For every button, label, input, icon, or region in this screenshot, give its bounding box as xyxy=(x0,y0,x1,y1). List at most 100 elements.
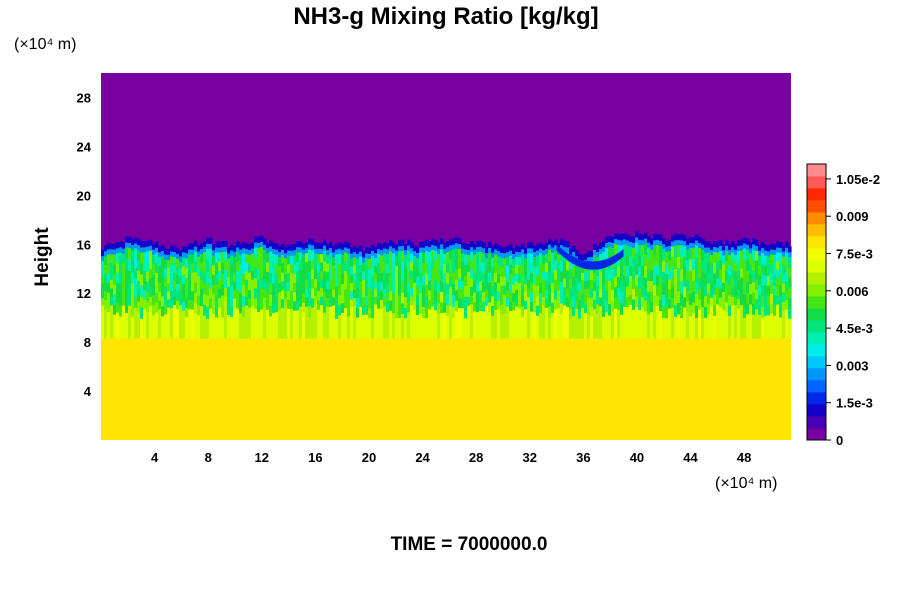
cloud-cell xyxy=(767,275,771,287)
cloud-cell xyxy=(761,296,765,308)
cloud-cell xyxy=(359,273,363,283)
cloud-cell xyxy=(191,272,195,283)
cloud-cell xyxy=(368,258,372,270)
x-tick-label: 44 xyxy=(683,450,698,465)
cloud-cell xyxy=(146,261,150,273)
boundary-rim xyxy=(110,243,114,250)
cloud-cell xyxy=(716,287,720,297)
boundary-edge xyxy=(683,241,687,247)
boundary-rim xyxy=(434,239,438,246)
cloud-cell xyxy=(305,253,309,263)
cloud-cell xyxy=(614,265,618,277)
transition-cell xyxy=(557,308,561,340)
cloud-cell xyxy=(425,295,429,308)
cloud-cell xyxy=(509,274,513,284)
cloud-cell xyxy=(686,260,690,271)
cloud-cell xyxy=(368,268,372,280)
boundary-edge xyxy=(116,248,120,254)
cloud-cell xyxy=(320,271,324,281)
cloud-cell xyxy=(563,296,567,306)
cloud-cell xyxy=(575,293,579,302)
cloud-cell xyxy=(629,256,633,267)
boundary-rim xyxy=(422,241,426,248)
cloud-cell xyxy=(758,255,762,267)
cloud-cell xyxy=(389,261,393,272)
cloud-cell xyxy=(353,273,357,283)
cloud-cell xyxy=(380,264,384,274)
transition-cell xyxy=(125,313,129,340)
transition-cell xyxy=(434,310,438,340)
cloud-cell xyxy=(710,272,714,282)
cloud-cell xyxy=(746,260,750,272)
cloud-cell xyxy=(416,257,420,268)
boundary-rim xyxy=(674,234,678,241)
cloud-cell xyxy=(434,260,438,272)
cloud-cell xyxy=(581,279,585,288)
boundary-edge xyxy=(677,240,681,246)
cloud-cell xyxy=(473,301,477,313)
cloud-cell xyxy=(206,260,210,273)
cloud-cell xyxy=(128,282,132,295)
cloud-cell xyxy=(611,279,615,291)
transition-cell xyxy=(107,312,111,340)
cloud-cell xyxy=(338,263,342,275)
boundary-edge xyxy=(674,240,678,246)
transition-cell xyxy=(158,309,162,340)
cloud-cell xyxy=(350,258,354,268)
boundary-rim xyxy=(272,243,276,250)
cloud-cell xyxy=(419,272,423,284)
boundary-rim xyxy=(371,244,375,251)
y-tick-label: 16 xyxy=(77,237,91,252)
cloud-cell xyxy=(137,260,141,272)
cloud-cell xyxy=(719,250,723,261)
cloud-cell xyxy=(674,292,678,306)
cloud-cell xyxy=(650,301,654,313)
cloud-cell xyxy=(788,277,792,289)
boundary-rim xyxy=(530,242,534,249)
cloud-cell xyxy=(236,280,240,291)
cloud-cell xyxy=(620,280,624,293)
cloud-cell xyxy=(308,305,312,318)
cloud-cell xyxy=(722,291,726,302)
boundary-rim xyxy=(341,243,345,251)
boundary-rim xyxy=(134,237,138,244)
boundary-edge xyxy=(389,246,393,252)
cloud-cell xyxy=(179,297,183,306)
boundary-edge xyxy=(641,240,645,246)
boundary-edge xyxy=(404,250,408,256)
boundary-rim xyxy=(437,242,441,249)
boundary-edge xyxy=(329,247,333,253)
cloud-cell xyxy=(281,299,285,309)
cloud-cell xyxy=(107,263,111,275)
transition-cell xyxy=(410,305,414,340)
cloud-cell xyxy=(773,285,777,297)
cloud-cell xyxy=(164,259,168,270)
cloud-cell xyxy=(743,271,747,284)
cloud-cell xyxy=(551,282,555,294)
transition-cell xyxy=(638,309,642,340)
cloud-cell xyxy=(716,295,720,306)
cloud-cell xyxy=(734,279,738,290)
cloud-cell xyxy=(353,289,357,299)
cloud-cell xyxy=(743,306,747,319)
cloud-cell xyxy=(374,273,378,282)
boundary-edge xyxy=(611,242,615,248)
cloud-cell xyxy=(719,288,723,299)
boundary-edge xyxy=(638,239,642,245)
cloud-cell xyxy=(212,294,216,305)
cloud-cell xyxy=(509,283,513,294)
cloud-cell xyxy=(500,267,504,278)
cloud-cell xyxy=(644,300,648,313)
cloud-cell xyxy=(737,298,741,310)
cloud-cell xyxy=(131,305,135,318)
cloud-cell xyxy=(368,278,372,290)
boundary-rim xyxy=(545,242,549,249)
cloud-cell xyxy=(155,292,159,304)
cloud-cell xyxy=(755,280,759,291)
transition-cell xyxy=(383,306,387,340)
boundary-rim xyxy=(239,243,243,250)
cloud-cell xyxy=(203,273,207,285)
cloud-cell xyxy=(329,261,333,272)
cloud-cell xyxy=(194,251,198,263)
